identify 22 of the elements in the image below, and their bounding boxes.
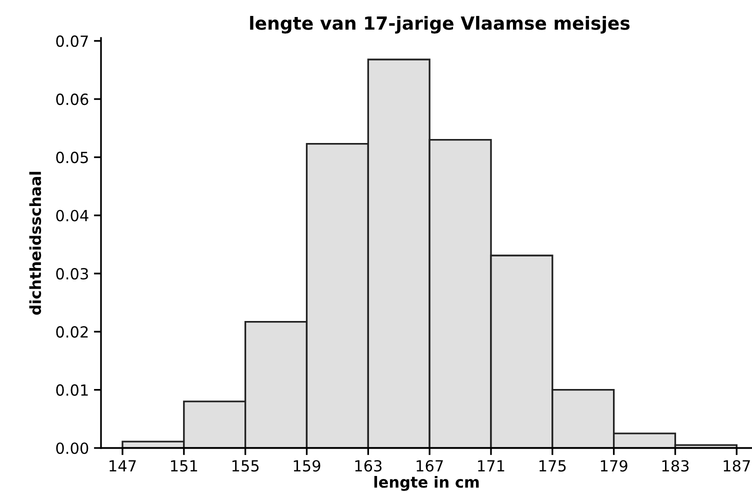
y-axis-title: dichtheidsschaal [29, 172, 42, 315]
x-tick-label: 155 [232, 460, 259, 472]
y-tick-label: 0.07 [56, 35, 88, 47]
x-tick-label: 167 [416, 460, 443, 472]
x-axis-title: lengte in cm [374, 476, 479, 491]
y-tick-label: 0.01 [56, 384, 88, 396]
chart-title: lengte van 17-jarige Vlaamse meisjes [250, 16, 630, 34]
y-tick-label: 0.04 [56, 210, 88, 222]
x-tick-label: 159 [294, 460, 320, 472]
x-tick-label: 147 [110, 460, 136, 472]
x-tick-label: 171 [478, 460, 504, 472]
x-tick-label: 175 [540, 460, 566, 472]
y-tick-label: 0.05 [56, 152, 88, 164]
y-tick-label: 0.03 [56, 268, 88, 280]
x-tick-label: 163 [355, 460, 382, 472]
y-tick-label: 0.02 [56, 326, 88, 338]
x-tick-label: 151 [171, 460, 198, 472]
x-tick-label: 179 [600, 460, 628, 472]
y-tick-label: 0.06 [56, 94, 88, 106]
x-tick-label: 183 [662, 460, 689, 472]
x-tick-label: 187 [724, 460, 750, 472]
y-tick-label: 0.00 [56, 442, 88, 454]
